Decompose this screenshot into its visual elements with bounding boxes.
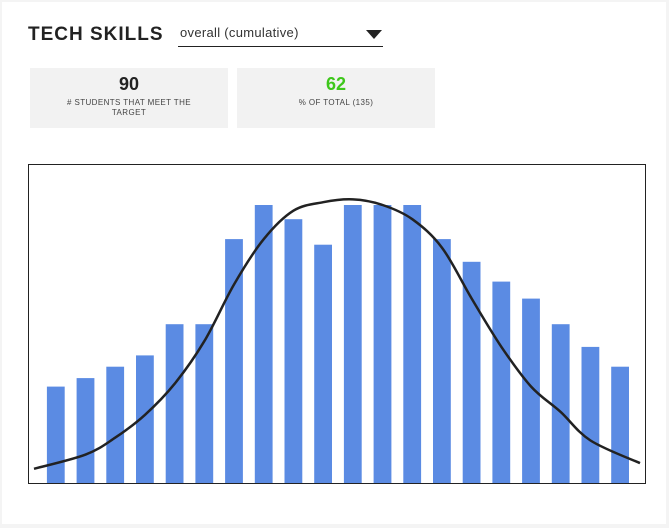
chart-bar xyxy=(284,219,303,483)
chevron-down-icon[interactable] xyxy=(366,30,382,39)
students-count-value: 90 xyxy=(118,74,140,94)
chart-bar xyxy=(195,324,214,483)
aggregation-dropdown[interactable]: overall (cumulative) xyxy=(178,22,383,47)
distribution-curve xyxy=(33,198,641,471)
chart-svg xyxy=(33,198,641,483)
chart-bar xyxy=(581,346,600,483)
page-title: TECH SKILLS xyxy=(28,24,164,45)
chart-bar xyxy=(136,355,154,483)
chart-bar xyxy=(433,239,451,483)
chart-bar xyxy=(106,366,125,483)
percent-label: % OF TOTAL (135) xyxy=(298,98,374,107)
chart-bar xyxy=(611,366,629,483)
chart-bar xyxy=(343,205,362,483)
chart-bar xyxy=(254,205,273,483)
students-meeting-target-card: 90 # STUDENTS THAT MEET THE TARGET xyxy=(30,68,228,128)
distribution-chart xyxy=(28,164,646,484)
chart-bar xyxy=(165,324,184,483)
percent-of-total-card: 62 % OF TOTAL (135) xyxy=(237,68,435,128)
chart-bar xyxy=(403,205,422,483)
chart-bar xyxy=(373,205,392,483)
percent-value: 62 xyxy=(325,74,347,94)
chart-bar xyxy=(314,244,332,483)
dropdown-value: overall (cumulative) xyxy=(180,25,299,40)
chart-bar xyxy=(551,324,570,483)
chart-bar xyxy=(46,386,65,483)
students-count-label: # STUDENTS THAT MEET THE TARGET xyxy=(67,98,191,117)
chart-bar xyxy=(225,239,243,483)
chart-bar xyxy=(522,298,540,483)
chart-bar xyxy=(462,261,481,483)
chart-bar xyxy=(76,378,95,483)
chart-bar xyxy=(492,281,511,483)
